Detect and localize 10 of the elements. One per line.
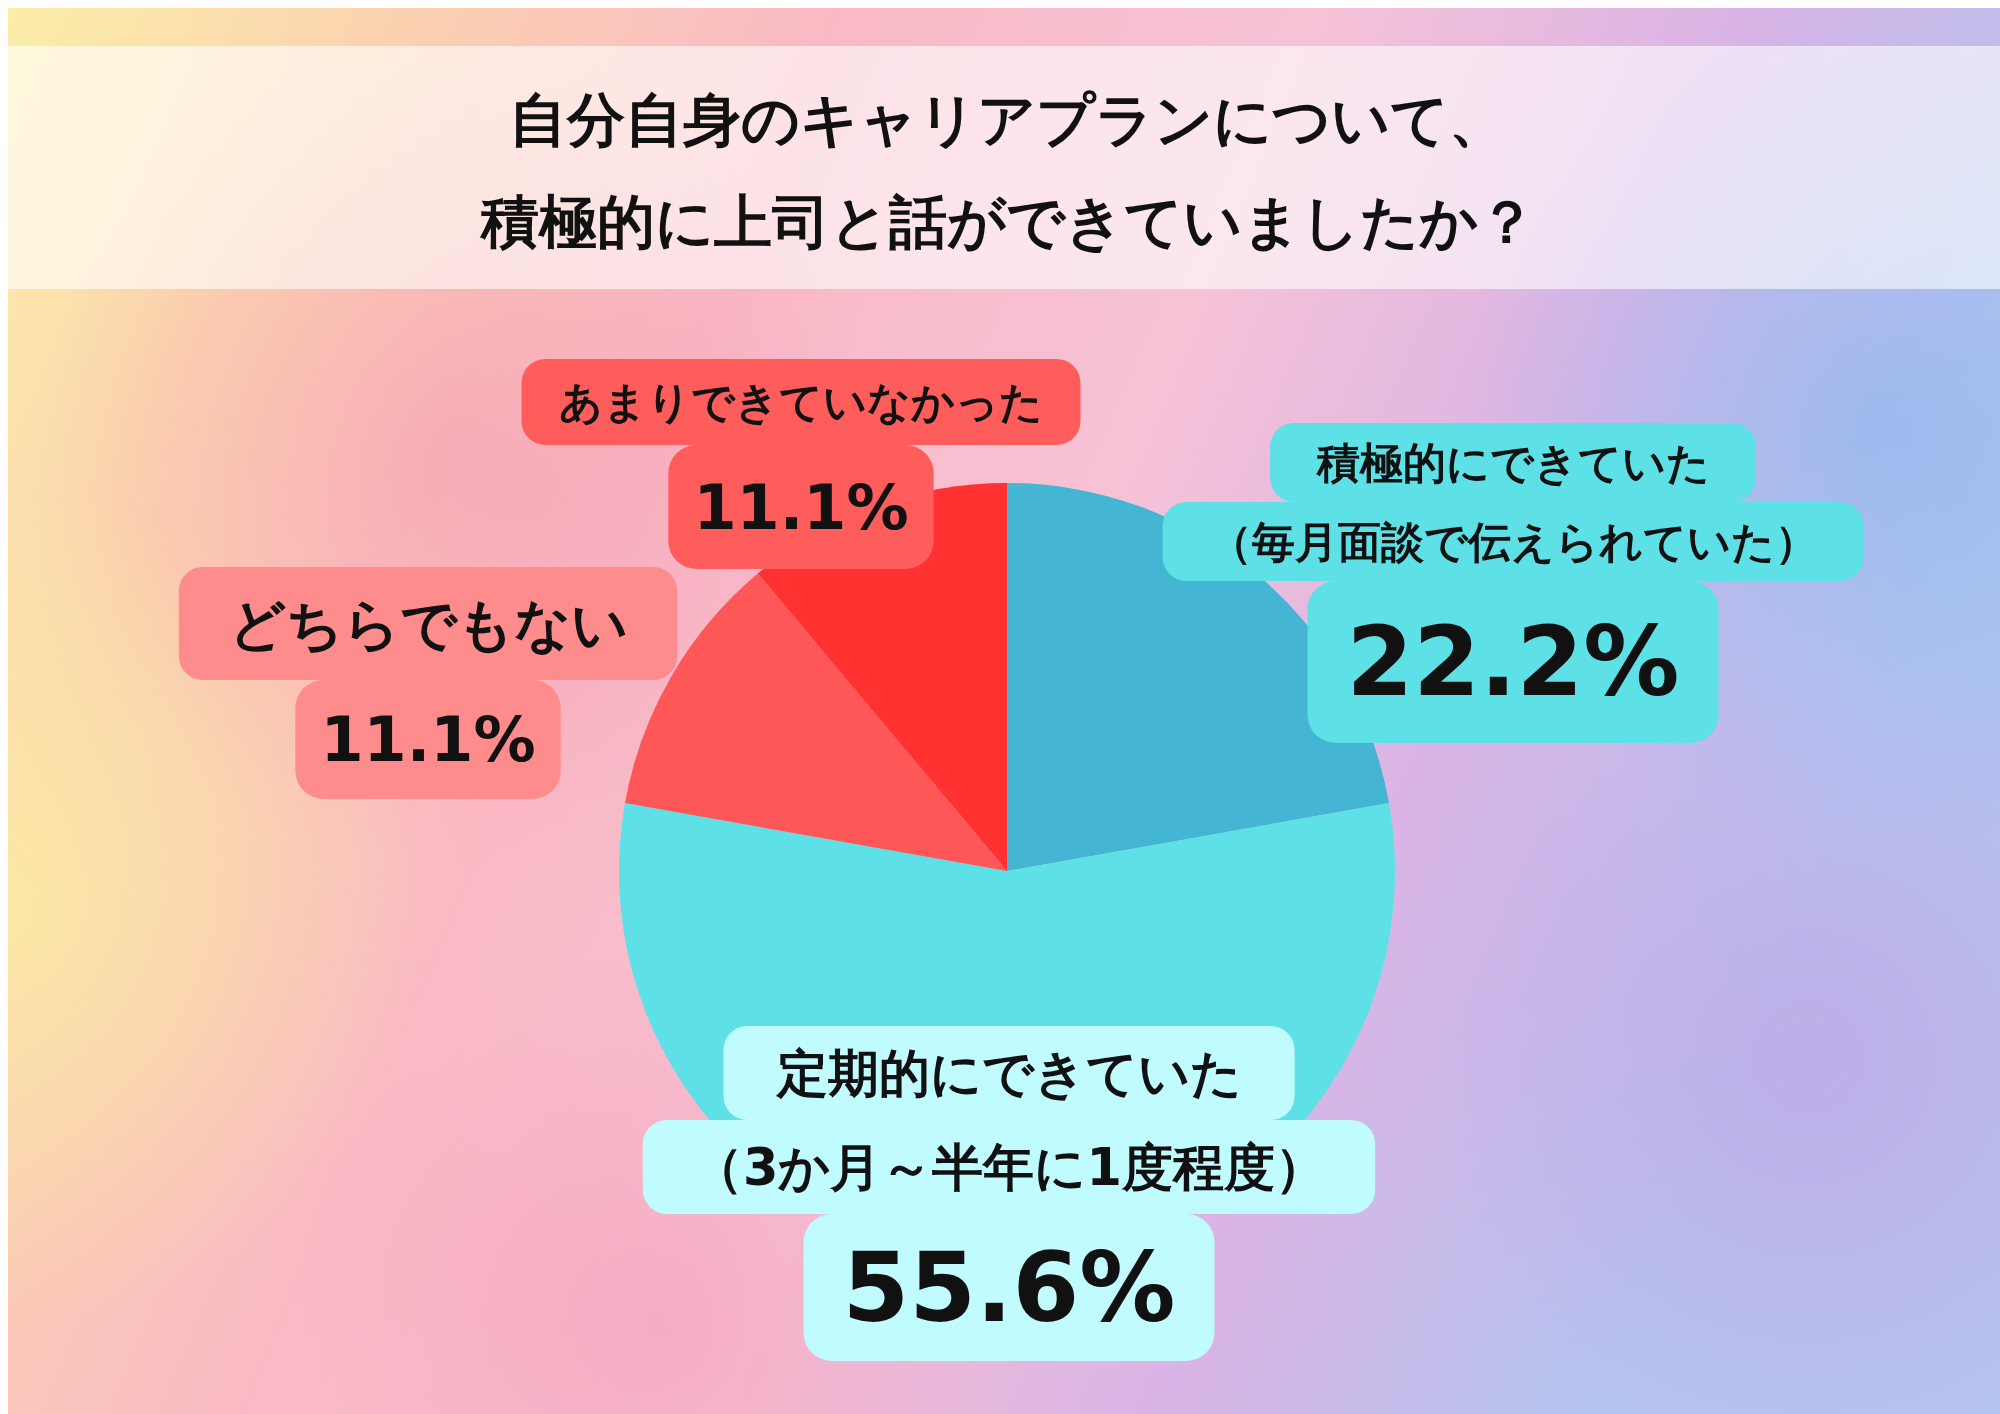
data-label: 22.2% [1346, 606, 1680, 718]
pie-slice [624, 573, 1007, 871]
data-label: 11.1% [320, 703, 536, 776]
data-label: 55.6% [842, 1231, 1176, 1344]
slice-label: どちらでもない [228, 591, 628, 656]
slice-label: 積極的にできていた（毎月面談で伝えられていた） [1208, 437, 1818, 567]
chart-title: 自分自身のキャリアプランについて、積極的に上司と話ができていましたか？ [478, 86, 1536, 256]
data-label: 11.1% [693, 470, 909, 544]
slice-label: あまりできていなかった [559, 377, 1043, 427]
slice-label: 定期的にできていた（3か月～半年に1度程度） [692, 1043, 1326, 1197]
